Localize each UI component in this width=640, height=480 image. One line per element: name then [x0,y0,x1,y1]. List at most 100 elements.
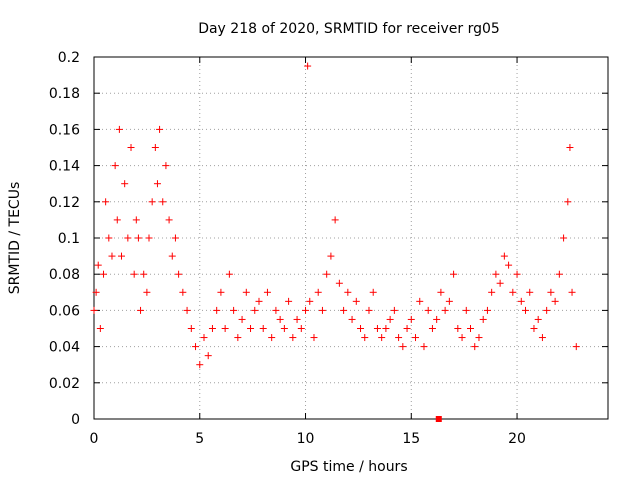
data-point [175,270,183,278]
data-point [105,234,113,242]
data-point [437,288,445,296]
data-point [403,325,411,332]
data-point [572,343,580,351]
data-point [467,325,475,332]
x-tick-label: 10 [297,431,315,447]
y-tick-label: 0.02 [49,376,80,392]
data-point [454,325,462,332]
data-point [108,252,116,260]
extra-marker [435,416,442,422]
data-point [297,325,305,332]
data-point [124,234,132,242]
data-point [137,306,145,314]
data-point [132,216,140,224]
y-tick-label: 0 [71,412,80,428]
data-point [293,315,301,323]
y-tick-label: 0.16 [49,122,80,138]
data-point [272,306,280,314]
data-point [204,352,212,360]
data-point [509,288,517,296]
data-point [335,279,343,287]
data-point [217,288,225,296]
data-point [534,315,542,323]
data-point [420,343,428,351]
data-point [475,334,483,342]
data-point [369,288,377,296]
data-point [140,270,148,278]
data-point [365,306,373,314]
data-point [276,315,284,323]
data-point [505,261,513,269]
y-tick-label: 0.18 [49,86,80,102]
data-point [386,315,394,323]
y-tick-label: 0.2 [58,50,80,66]
y-tick-label: 0.14 [49,159,80,175]
data-point [323,270,331,278]
data-point [522,306,530,314]
data-point [327,252,335,260]
y-axis-title: SRMTID / TECUs [7,182,23,295]
data-point [156,125,164,133]
data-point [208,325,216,332]
data-point [517,297,525,305]
data-point [304,62,312,70]
data-point [488,288,496,296]
data-point [289,334,297,342]
data-point [192,343,200,351]
data-point [221,325,229,332]
data-point [566,144,574,151]
data-point [492,270,500,278]
data-point [115,125,123,133]
data-point [530,325,538,332]
data-point [538,334,546,342]
data-point [462,306,470,314]
x-tick-label: 0 [90,431,99,447]
data-point [445,297,453,305]
data-point [117,252,125,260]
data-point [555,270,563,278]
data-point [153,180,161,188]
data-point [159,198,167,206]
data-point [100,270,108,278]
data-point [496,279,504,287]
data-point [148,198,156,206]
data-point [433,315,441,323]
data-point [306,297,314,305]
data-point [130,270,138,278]
data-point [255,297,263,305]
data-point [344,288,352,296]
data-point [357,325,365,332]
data-points [90,62,580,422]
data-point [314,288,322,296]
chart-title: Day 218 of 2020, SRMTID for receiver rg0… [198,21,500,37]
data-point [200,334,208,342]
data-point [458,334,466,342]
data-point [259,325,267,332]
data-point [179,288,187,296]
data-point [230,306,238,314]
data-point [310,334,318,342]
y-tick-label: 0.04 [49,340,80,356]
data-point [94,261,102,269]
data-point [361,334,369,342]
data-point [479,315,487,323]
data-point [340,306,348,314]
data-point [348,315,356,323]
data-point [127,144,135,151]
data-point [168,252,176,260]
y-tick-label: 0.12 [49,195,80,211]
data-point [526,288,534,296]
data-point [121,180,129,188]
data-point [90,306,98,314]
data-point [183,306,191,314]
data-point [568,288,576,296]
data-point [564,198,572,206]
data-point [560,234,568,242]
x-tick-label: 5 [195,431,204,447]
data-point [134,234,142,242]
data-point [382,325,390,332]
data-point [165,216,173,224]
data-point [390,306,398,314]
data-point [96,325,104,332]
